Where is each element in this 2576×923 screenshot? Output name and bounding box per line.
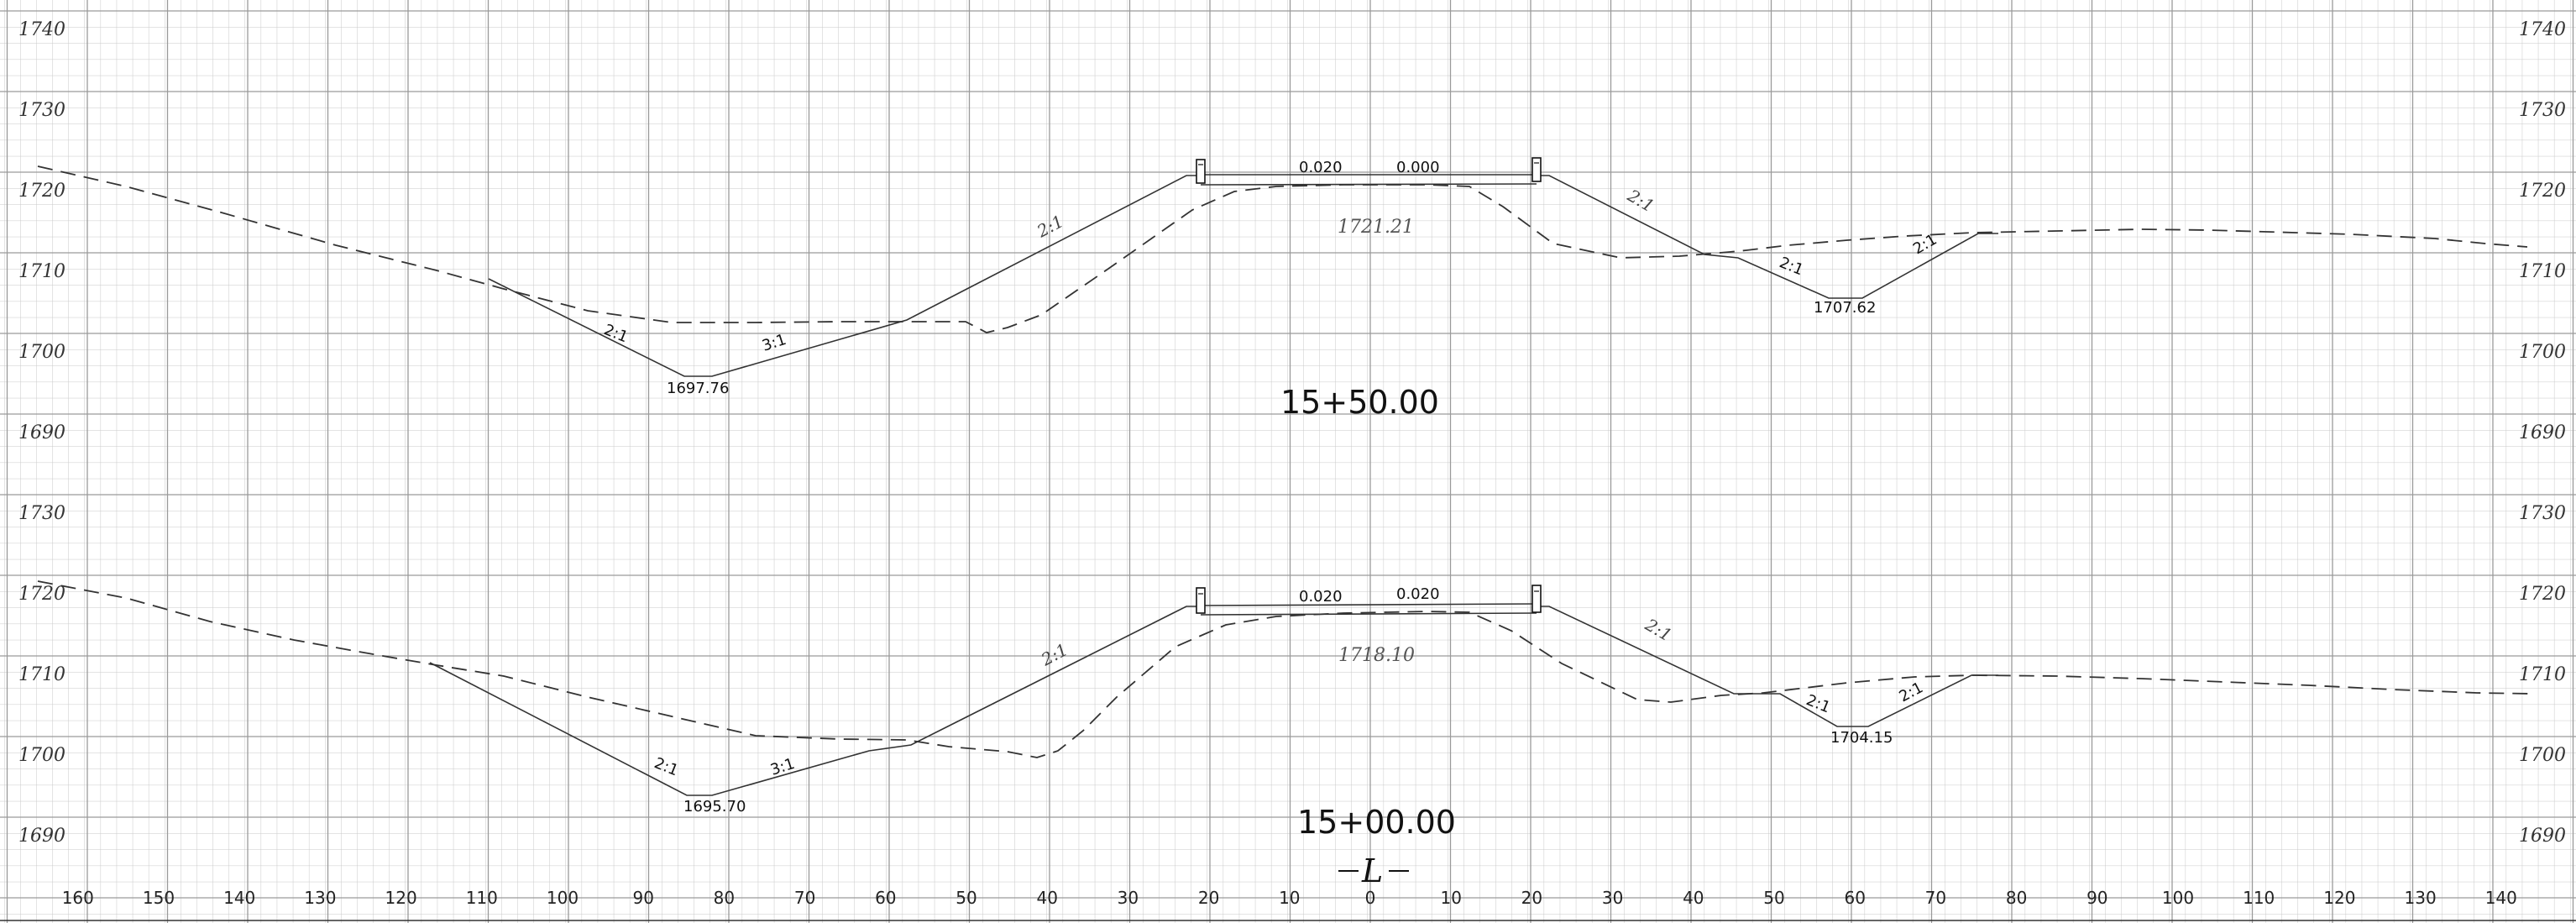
elev-label: 1700 xyxy=(2519,342,2566,363)
cross-slope-left-label: 0.020 xyxy=(1299,588,1343,606)
existing-ground-line xyxy=(37,580,2532,758)
offset-tick-label: 50 xyxy=(956,888,976,908)
offset-tick-label: 40 xyxy=(1683,888,1704,908)
elev-label: 1700 xyxy=(18,342,65,363)
offset-tick-label: 20 xyxy=(1521,888,1542,908)
right-ditch-elevation-label: 1704.15 xyxy=(1830,729,1893,747)
offset-tick-label: 80 xyxy=(2006,888,2027,908)
offset-tick-label: 30 xyxy=(1602,888,1623,908)
offset-tick-label: 90 xyxy=(632,888,653,908)
grade-elevation-label: 1721.21 xyxy=(1338,217,1414,238)
elev-label: 1730 xyxy=(18,100,65,121)
left-elevation-axis: 1740 1730 1720 1710 1700 1690 1730 1720 … xyxy=(18,19,65,847)
left-barrier xyxy=(1196,159,1206,184)
elev-label: 1740 xyxy=(18,19,65,40)
offset-tick-label: 0 xyxy=(1365,888,1376,908)
elev-label: 1700 xyxy=(2519,745,2566,766)
offset-tick-label: 90 xyxy=(2086,888,2107,908)
roadway-top xyxy=(1200,603,1537,606)
offset-tick-label: 50 xyxy=(1763,888,1784,908)
offset-tick-label: 150 xyxy=(143,888,175,908)
centerline-label: L xyxy=(1361,852,1383,889)
centerline-symbol: L xyxy=(1338,852,1409,889)
offset-tick-label: 110 xyxy=(466,888,498,908)
elev-label: 1710 xyxy=(2519,261,2566,282)
elev-label: 1720 xyxy=(18,584,65,605)
elev-label: 1710 xyxy=(2519,664,2566,685)
grade-elevation-label: 1718.10 xyxy=(1338,645,1415,666)
roadway-bottom xyxy=(1200,183,1537,186)
offset-tick-label: 80 xyxy=(714,888,735,908)
cross-slope-left-label: 0.020 xyxy=(1299,159,1343,176)
left-ditch-elevation-label: 1697.76 xyxy=(667,380,729,397)
station-label: 15+00.00 xyxy=(1297,804,1456,841)
elev-label: 1720 xyxy=(2519,584,2566,605)
left-ditch-elevation-label: 1695.70 xyxy=(683,798,746,815)
offset-tick-label: 140 xyxy=(2485,888,2517,908)
elev-label: 1700 xyxy=(18,745,65,766)
right-elevation-axis: 1740 1730 1720 1710 1700 1690 1730 1720 … xyxy=(2519,19,2566,847)
proposed-section-left xyxy=(488,175,1201,377)
offset-tick-label: 60 xyxy=(875,888,896,908)
offset-tick-label: 30 xyxy=(1118,888,1139,908)
elev-label: 1710 xyxy=(18,261,65,282)
offset-tick-label: 130 xyxy=(304,888,336,908)
offset-tick-label: 120 xyxy=(385,888,417,908)
right-ditch-elevation-label: 1707.62 xyxy=(1814,299,1876,317)
elev-label: 1720 xyxy=(2519,181,2566,202)
offset-tick-label: 70 xyxy=(1925,888,1946,908)
cross-slope-right-label: 0.000 xyxy=(1396,159,1440,176)
offset-axis: 160 150 140 130 120 110 100 90 80 70 60 50 40 30 20 10 0… xyxy=(0,888,2576,921)
left-barrier xyxy=(1196,587,1206,614)
elev-label: 1740 xyxy=(2519,19,2566,40)
section-15-00: 0.020 0.020 1718.10 2:1 2:1 2:1 3:1 2:1 … xyxy=(37,580,2532,841)
section-15-50: 0.020 0.000 1721.21 2:1 2:1 2:1 3:1 2:1 … xyxy=(37,157,2528,421)
elev-label: 1730 xyxy=(2519,100,2566,121)
right-barrier xyxy=(1531,157,1542,182)
offset-tick-label: 10 xyxy=(1440,888,1461,908)
offset-tick-label: 70 xyxy=(794,888,815,908)
offset-tick-label: 140 xyxy=(223,888,255,908)
roadway-bottom xyxy=(1200,612,1537,616)
offset-tick-label: 110 xyxy=(2243,888,2275,908)
elev-label: 1690 xyxy=(18,422,65,443)
offset-tick-label: 130 xyxy=(2405,888,2437,908)
proposed-section-left xyxy=(429,606,1201,796)
elev-label: 1690 xyxy=(2519,422,2566,443)
offset-tick-label: 160 xyxy=(62,888,94,908)
offset-tick-label: 100 xyxy=(2162,888,2194,908)
station-label: 15+50.00 xyxy=(1280,384,1439,421)
elev-label: 1730 xyxy=(2519,503,2566,524)
offset-tick-label: 60 xyxy=(1844,888,1865,908)
offset-tick-label: 10 xyxy=(1279,888,1300,908)
right-barrier xyxy=(1531,585,1542,613)
existing-ground-line xyxy=(37,165,2528,333)
offset-tick-label: 120 xyxy=(2323,888,2355,908)
proposed-section-right xyxy=(1537,175,1998,299)
cross-slope-right-label: 0.020 xyxy=(1396,585,1440,603)
elev-label: 1710 xyxy=(18,664,65,685)
elev-label: 1730 xyxy=(18,503,65,524)
elev-label: 1690 xyxy=(18,826,65,847)
offset-tick-label: 40 xyxy=(1036,888,1057,908)
elev-label: 1690 xyxy=(2519,826,2566,847)
offset-tick-label: 20 xyxy=(1198,888,1219,908)
elev-label: 1720 xyxy=(18,181,65,202)
offset-tick-label: 100 xyxy=(547,888,579,908)
proposed-section-right xyxy=(1537,606,1998,727)
